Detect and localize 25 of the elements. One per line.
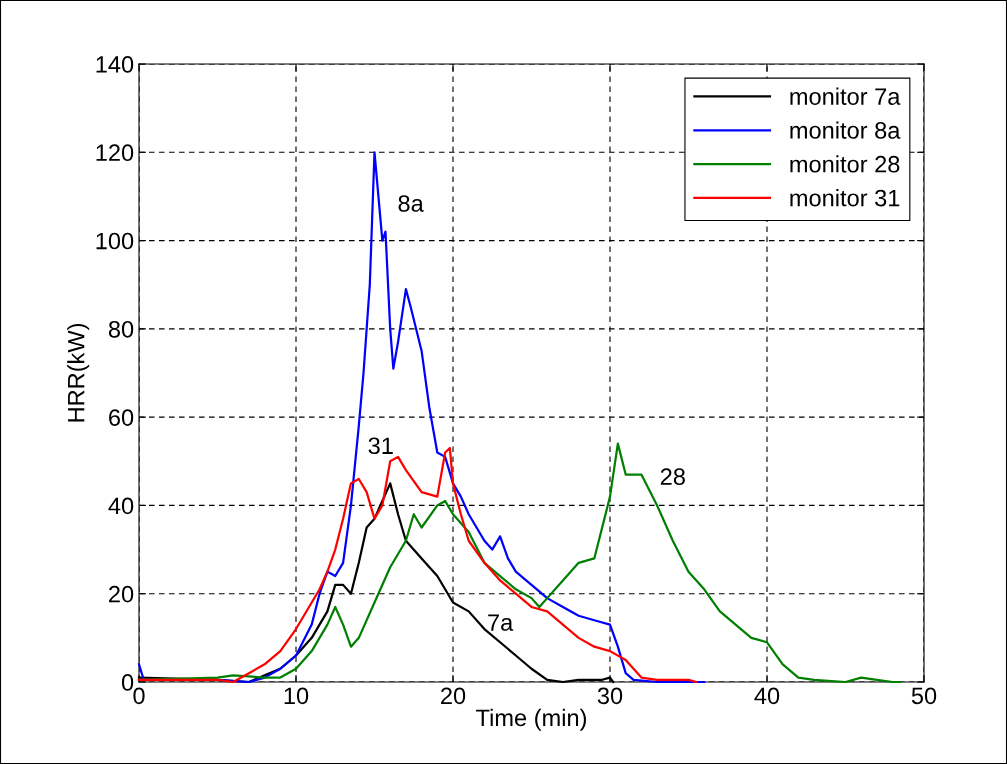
y-tick-label: 120 [96, 144, 134, 162]
x-axis-title: Time (min) [476, 708, 586, 731]
line-series [137, 151, 706, 684]
annotation: 31 [368, 437, 393, 455]
x-tick-label: 20 [441, 687, 466, 705]
y-tick-label: 60 [109, 409, 134, 426]
y-axis-title: HRR(kW) [67, 323, 90, 422]
x-tick-label: 10 [284, 687, 309, 705]
y-tick-label: 140 [96, 56, 134, 73]
y-tick-label: 40 [108, 497, 134, 515]
legend-label: monitor 7a [790, 87, 901, 105]
legend-label: monitor 31 [790, 189, 900, 207]
annotation: 7a [488, 614, 514, 631]
annotation: 8a [398, 195, 424, 212]
x-tick-label: 40 [754, 687, 780, 705]
y-tick-label: 80 [108, 320, 134, 338]
x-tick-label: 50 [911, 687, 937, 705]
x-tick-label: 0 [133, 687, 145, 705]
y-tick-label: 20 [109, 585, 134, 603]
annotation: 28 [660, 468, 685, 486]
y-tick-label: 100 [96, 232, 134, 250]
y-tick-label: 0 [121, 674, 134, 691]
legend-label: monitor 28 [790, 155, 900, 173]
legend-label: monitor 8a [790, 121, 901, 139]
x-tick-label: 30 [597, 687, 623, 705]
